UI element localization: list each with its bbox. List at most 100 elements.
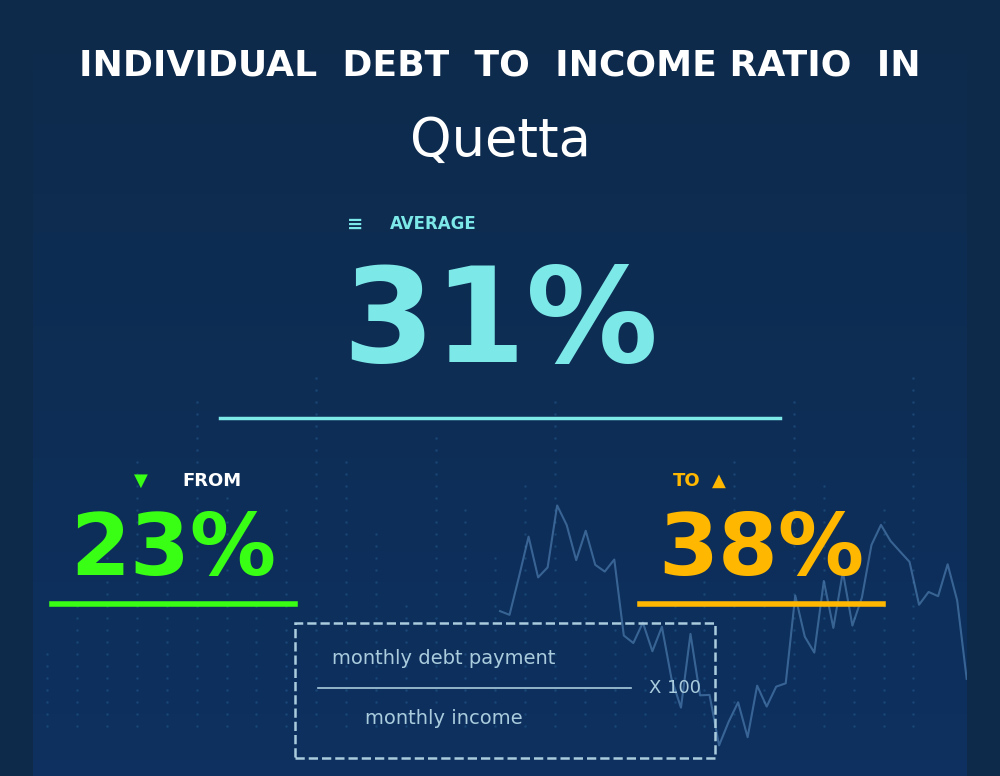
Bar [33,264,967,272]
Bar [33,85,967,93]
Bar [33,683,967,691]
Bar [33,194,967,202]
Bar [33,349,967,357]
Bar [33,566,967,574]
Bar [33,132,967,140]
Bar [33,706,967,714]
Bar [33,372,967,380]
Bar [33,722,967,729]
Text: ▲: ▲ [712,472,726,490]
Bar [33,380,967,388]
Bar [33,559,967,566]
Bar [33,101,967,109]
Bar [33,652,967,660]
Text: TO: TO [673,472,701,490]
Bar [33,256,967,264]
Bar [33,605,967,613]
Bar [33,768,967,776]
Bar [33,543,967,551]
Bar [33,590,967,598]
Text: INDIVIDUAL  DEBT  TO  INCOME RATIO  IN: INDIVIDUAL DEBT TO INCOME RATIO IN [79,49,921,83]
Bar [33,202,967,210]
Bar [33,178,967,186]
Text: X 100: X 100 [649,679,701,697]
Bar [33,334,967,341]
Bar [33,396,967,404]
Bar [33,636,967,644]
Bar [33,404,967,411]
Bar [33,714,967,722]
Bar [33,745,967,753]
Bar [33,629,967,636]
Bar [33,171,967,178]
Bar [33,698,967,706]
Bar [33,458,967,466]
Text: Quetta: Quetta [410,115,590,167]
Bar [33,481,967,489]
Text: 38%: 38% [658,510,864,593]
Bar [33,660,967,667]
Bar [33,272,967,279]
Bar [33,310,967,318]
Bar [33,574,967,582]
Bar [33,93,967,101]
Bar [33,613,967,621]
Bar [33,109,967,116]
Bar [33,473,967,481]
Bar [33,217,967,225]
Bar [33,427,967,435]
Bar [33,8,967,16]
Bar [33,225,967,233]
Bar [33,729,967,737]
Bar [33,419,967,427]
Bar [33,621,967,629]
Bar [33,582,967,590]
Bar [33,644,967,652]
Bar [33,287,967,295]
Bar [33,39,967,47]
Text: FROM: FROM [183,472,242,490]
Text: 23%: 23% [70,510,276,593]
Bar [33,62,967,70]
Bar [33,124,967,132]
Bar [33,16,967,23]
Text: ≡: ≡ [347,214,364,234]
Bar [33,411,967,419]
Bar [33,326,967,334]
Bar [33,504,967,512]
Bar [33,155,967,163]
Bar [33,233,967,241]
Bar [33,318,967,326]
Bar [33,357,967,365]
Bar [33,210,967,217]
Bar [33,675,967,683]
Bar [33,186,967,194]
Bar [33,31,967,39]
Bar [33,512,967,520]
Bar [33,303,967,310]
Bar [33,691,967,698]
Bar [33,388,967,396]
Bar [33,442,967,450]
Bar [33,147,967,155]
Bar [33,0,967,8]
Bar [33,365,967,372]
Bar [33,241,967,248]
Bar [33,341,967,349]
Bar [33,116,967,124]
Bar [33,528,967,535]
Bar [33,23,967,31]
Bar [33,140,967,147]
Bar [33,54,967,62]
Bar [33,70,967,78]
Bar [33,753,967,760]
Text: monthly income: monthly income [365,708,523,728]
Bar [33,497,967,504]
Bar [33,551,967,559]
Text: AVERAGE: AVERAGE [390,215,477,233]
Bar [33,279,967,287]
Bar [33,667,967,675]
Bar [33,47,967,54]
Bar [33,435,967,442]
Bar [33,248,967,256]
